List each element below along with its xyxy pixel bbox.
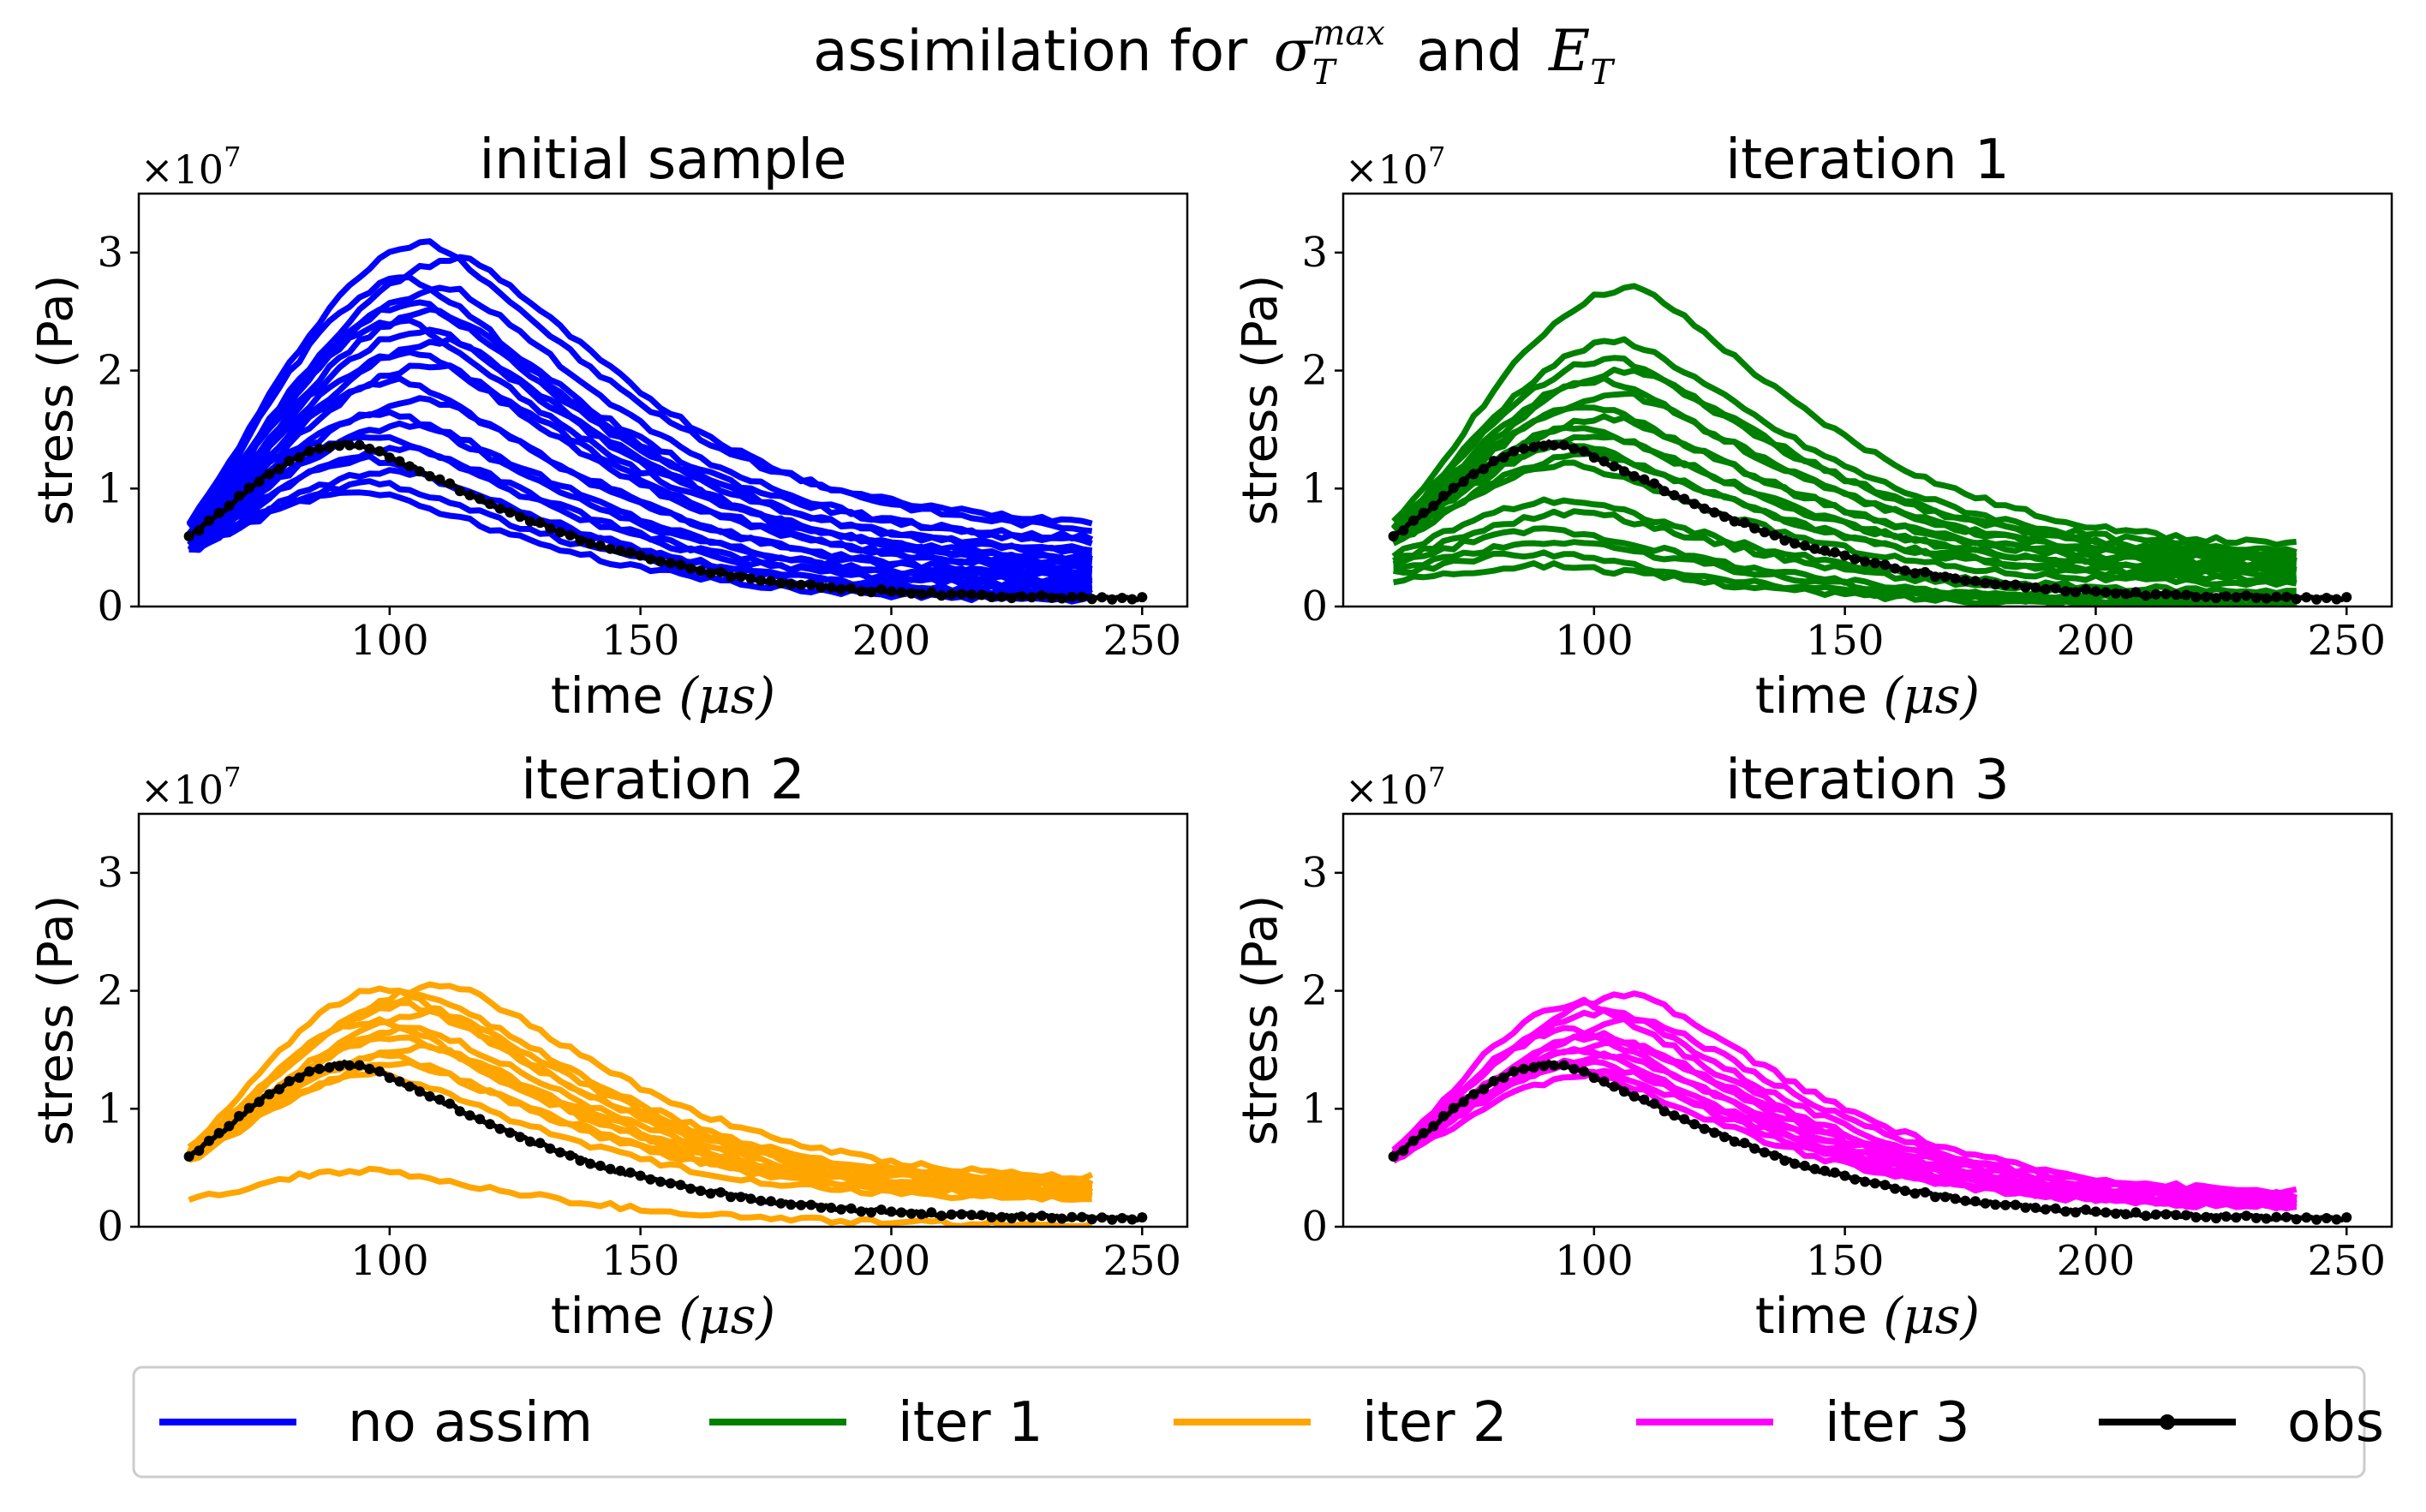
ensemble-line	[1392, 990, 2298, 1198]
y-tick-label: 3	[1301, 229, 1328, 277]
y-offset-label: ×107	[140, 140, 241, 193]
observation-series	[183, 1059, 1148, 1225]
ensemble-line	[188, 335, 1092, 568]
figure-suptitle: assimilation for σTmax and ET	[813, 0, 1616, 93]
y-tick-label: 2	[1301, 347, 1328, 395]
legend-label: iter 2	[1362, 1391, 1508, 1455]
x-axis-label: time (μs)	[551, 666, 775, 725]
legend-marker	[2160, 1414, 2175, 1430]
subplot-1: 100 150 200 250 0 1 2 3 ×107 initial sample time (…	[28, 128, 1189, 725]
y-axis-label: stress (Pa)	[28, 275, 84, 526]
subplot-3: 100 150 200 250 0 1 2 3 ×107 iteration 2 time (μs)…	[28, 749, 1189, 1345]
x-tick-label: 250	[1102, 1237, 1181, 1285]
legend-label: obs	[2287, 1391, 2384, 1455]
ensemble-line	[186, 238, 1093, 527]
y-axis-label: stress (Pa)	[1233, 275, 1288, 526]
subplot-title: initial sample	[479, 128, 846, 192]
legend-item: no assim	[159, 1391, 593, 1455]
x-axis-label: time (μs)	[1755, 1287, 1980, 1345]
axes-frame	[137, 192, 1189, 608]
legend: no assim iter 1 iter 2 iter 3 obs	[132, 1366, 2384, 1479]
observation-series	[1388, 1059, 2352, 1225]
ensemble-line	[1391, 283, 2298, 548]
y-axis-label: stress (Pa)	[28, 895, 84, 1146]
x-tick-label: 200	[852, 1237, 931, 1285]
y-tick-label: 1	[97, 1085, 123, 1133]
y-offset-label: ×107	[1345, 761, 1445, 813]
ensemble-line	[186, 254, 1093, 535]
y-tick-label: 1	[1301, 1085, 1328, 1133]
x-tick-label: 200	[852, 617, 931, 665]
ensemble-line	[187, 362, 1093, 574]
observation-series	[1388, 439, 2352, 605]
legend-item: obs	[2099, 1391, 2384, 1455]
observation-line	[187, 439, 1144, 603]
x-tick-label: 100	[1555, 1237, 1634, 1285]
axes-frame	[1341, 812, 2393, 1228]
y-axis-label: stress (Pa)	[1233, 895, 1288, 1146]
x-tick-label: 150	[1806, 617, 1885, 665]
legend-item: iter 3	[1636, 1391, 1970, 1455]
x-tick-label: 100	[1555, 617, 1634, 665]
ensemble-line	[188, 1007, 1092, 1192]
y-tick-label: 2	[1301, 967, 1328, 1015]
y-tick-label: 0	[97, 583, 123, 630]
x-tick-label: 150	[601, 1237, 680, 1285]
ensemble-line	[188, 1068, 1092, 1203]
y-offset-label: ×107	[140, 761, 241, 813]
ensemble-line	[1391, 367, 2297, 561]
x-tick-label: 100	[350, 1237, 429, 1285]
y-tick-label: 1	[1301, 464, 1328, 512]
y-tick-label: 0	[1301, 1203, 1328, 1251]
legend-label: iter 3	[1825, 1391, 1970, 1455]
x-tick-label: 150	[1806, 1237, 1885, 1285]
ensemble-line	[1390, 336, 2298, 555]
x-tick-label: 250	[2307, 617, 2386, 665]
ensemble-line	[186, 274, 1094, 542]
y-offset-label: ×107	[1345, 140, 1445, 193]
y-tick-label: 2	[97, 347, 123, 395]
y-tick-label: 3	[1301, 849, 1328, 897]
observation-series	[183, 439, 1148, 605]
x-tick-label: 250	[1102, 617, 1181, 665]
x-tick-label: 250	[2307, 1237, 2386, 1285]
y-tick-label: 0	[1301, 583, 1328, 630]
legend-item: iter 2	[1174, 1391, 1508, 1455]
x-axis-label: time (μs)	[1755, 666, 1980, 725]
ensemble-line	[1392, 560, 2298, 607]
y-tick-label: 0	[97, 1203, 123, 1251]
ensemble-line	[1392, 1067, 2298, 1212]
legend-label: no assim	[348, 1391, 593, 1455]
ensemble-line	[1391, 996, 2298, 1201]
subplot-title: iteration 1	[1725, 128, 2009, 192]
legend-label: iter 1	[898, 1391, 1043, 1455]
y-tick-label: 3	[97, 849, 123, 897]
axes-frame	[137, 812, 1189, 1228]
subplot-4: 100 150 200 250 0 1 2 3 ×107 iteration 3 time (μs)…	[1233, 749, 2393, 1345]
plot-area	[1388, 990, 2352, 1225]
legend-item: iter 1	[709, 1391, 1043, 1455]
subplot-title: iteration 2	[521, 749, 804, 812]
y-tick-label: 1	[97, 464, 123, 512]
x-axis-label: time (μs)	[551, 1287, 775, 1345]
plot-area	[1388, 283, 2352, 607]
axes-frame	[1341, 192, 2393, 608]
observation-line	[187, 1059, 1144, 1223]
subplot-2: 100 150 200 250 0 1 2 3 ×107 iteration 1 time (μs)…	[1233, 128, 2393, 725]
x-tick-label: 150	[601, 617, 680, 665]
plot-area	[183, 981, 1148, 1227]
x-tick-label: 200	[2057, 617, 2136, 665]
ensemble-line	[187, 306, 1092, 557]
observation-line	[1391, 1059, 2348, 1223]
plot-area	[183, 238, 1148, 605]
x-tick-label: 200	[2057, 1237, 2136, 1285]
x-tick-label: 100	[350, 617, 429, 665]
y-tick-label: 2	[97, 967, 123, 1015]
y-tick-label: 3	[97, 229, 123, 277]
observation-line	[1391, 439, 2348, 603]
subplot-title: iteration 3	[1725, 749, 2009, 812]
ensemble-line	[1391, 459, 2298, 589]
